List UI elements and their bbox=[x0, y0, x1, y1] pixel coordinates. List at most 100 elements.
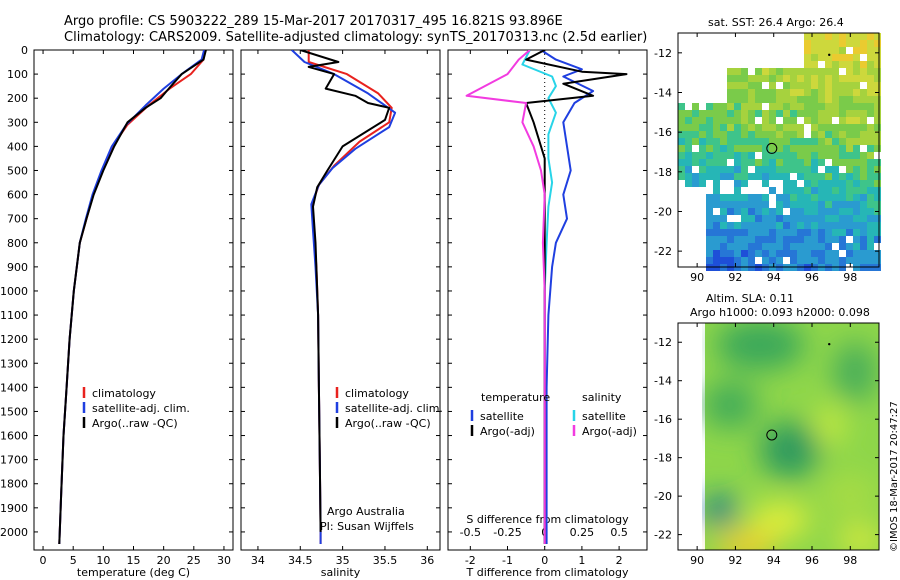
x-tick-label: 0 bbox=[40, 554, 47, 567]
sst-cell bbox=[804, 208, 811, 215]
sst-cell bbox=[678, 110, 685, 117]
sst-cell bbox=[825, 96, 832, 103]
sst-cell bbox=[874, 166, 881, 173]
sst-cell bbox=[832, 201, 839, 208]
sst-cell bbox=[790, 187, 797, 194]
map-x-tick-label: 94 bbox=[767, 554, 781, 567]
sst-cell bbox=[804, 68, 811, 75]
sst-cell bbox=[783, 145, 790, 152]
sst-cell bbox=[720, 152, 727, 159]
sst-cell bbox=[818, 159, 825, 166]
sla-blobs bbox=[702, 323, 879, 550]
sst-cell bbox=[832, 75, 839, 82]
sst-cell bbox=[713, 152, 720, 159]
sst-cell bbox=[748, 208, 755, 215]
sst-cell bbox=[755, 159, 762, 166]
sst-cell bbox=[706, 229, 713, 236]
sst-cell bbox=[762, 166, 769, 173]
x-tick-label: -1 bbox=[502, 554, 513, 567]
sst-cell bbox=[678, 138, 685, 145]
plot-frame bbox=[447, 49, 648, 551]
sst-cell bbox=[818, 82, 825, 89]
sst-cell bbox=[811, 166, 818, 173]
sst-cell bbox=[867, 166, 874, 173]
sst-cell bbox=[860, 180, 867, 187]
sst-cell bbox=[692, 152, 699, 159]
sst-cell bbox=[706, 250, 713, 257]
sst-cell bbox=[685, 152, 692, 159]
sst-cell bbox=[825, 75, 832, 82]
sst-cell bbox=[741, 124, 748, 131]
sst-cell bbox=[790, 68, 797, 75]
sst-cell bbox=[867, 222, 874, 229]
sst-cell bbox=[853, 96, 860, 103]
sst-cell bbox=[692, 103, 699, 110]
x2-axis-label: S difference from climatology bbox=[466, 513, 629, 526]
series-line-s-satellite bbox=[521, 50, 557, 544]
sst-cell bbox=[727, 236, 734, 243]
sst-cell bbox=[685, 159, 692, 166]
sst-cell bbox=[783, 138, 790, 145]
x-tick-label: 15 bbox=[127, 554, 141, 567]
sst-cell bbox=[734, 89, 741, 96]
legend-title: temperature bbox=[481, 391, 550, 404]
sst-cell bbox=[839, 54, 846, 61]
sst-cell bbox=[839, 138, 846, 145]
sst-cell bbox=[832, 61, 839, 68]
sst-cell bbox=[818, 243, 825, 250]
sst-cell bbox=[811, 229, 818, 236]
series-line-argo bbox=[299, 50, 391, 532]
sst-cell bbox=[727, 229, 734, 236]
sst-cell bbox=[790, 110, 797, 117]
sst-cell bbox=[839, 208, 846, 215]
sst-cell bbox=[769, 187, 776, 194]
x-tick-label: 30 bbox=[217, 554, 231, 567]
sst-cell bbox=[727, 131, 734, 138]
sst-cell bbox=[818, 33, 825, 40]
title-line-1: Argo profile: CS 5903222_289 15-Mar-2017… bbox=[64, 14, 563, 29]
sst-cell bbox=[874, 75, 881, 82]
sst-cell bbox=[762, 117, 769, 124]
sst-cell bbox=[811, 82, 818, 89]
map-y-tick-label: -22 bbox=[654, 529, 672, 542]
sst-cell bbox=[790, 96, 797, 103]
sst-cell bbox=[804, 75, 811, 82]
sst-cell bbox=[867, 47, 874, 54]
x-tick-label: 20 bbox=[157, 554, 171, 567]
sst-cell bbox=[797, 229, 804, 236]
sst-cell bbox=[811, 40, 818, 47]
sst-cell bbox=[846, 117, 853, 124]
sst-cell bbox=[692, 159, 699, 166]
sst-cell bbox=[867, 82, 874, 89]
sst-cell bbox=[818, 40, 825, 47]
x-axis-label: salinity bbox=[321, 566, 361, 579]
sst-cell bbox=[762, 201, 769, 208]
sst-cell bbox=[790, 257, 797, 264]
sst-cell bbox=[832, 131, 839, 138]
sst-cell bbox=[762, 75, 769, 82]
sst-cell bbox=[832, 159, 839, 166]
sst-cell bbox=[839, 75, 846, 82]
sst-cell bbox=[846, 215, 853, 222]
map-x-tick-label: 98 bbox=[843, 271, 857, 284]
sst-cell bbox=[699, 145, 706, 152]
x-tick-label: 35.5 bbox=[373, 554, 398, 567]
sst-cell bbox=[825, 61, 832, 68]
sst-cell bbox=[741, 138, 748, 145]
sst-cell bbox=[741, 131, 748, 138]
y-tick-label: 1300 bbox=[0, 357, 28, 370]
sst-cell bbox=[790, 166, 797, 173]
legend-label: satellite bbox=[480, 410, 524, 423]
sst-cell bbox=[797, 131, 804, 138]
sst-cell bbox=[832, 180, 839, 187]
sst-cell bbox=[867, 138, 874, 145]
sst-cell bbox=[748, 194, 755, 201]
sst-cell bbox=[860, 103, 867, 110]
sst-cell bbox=[839, 61, 846, 68]
sst-cell bbox=[832, 236, 839, 243]
sst-cell bbox=[748, 229, 755, 236]
sst-cell bbox=[860, 222, 867, 229]
map-y-tick-label: -20 bbox=[654, 490, 672, 503]
sst-cell bbox=[762, 243, 769, 250]
